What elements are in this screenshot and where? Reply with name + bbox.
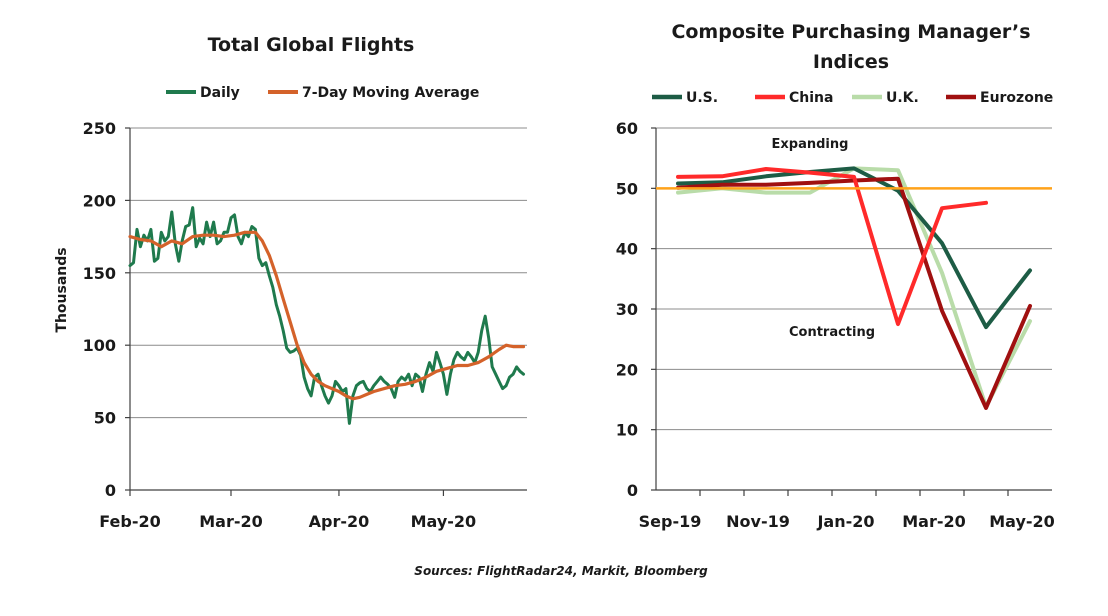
pmi-title-line: Composite Purchasing Manager’s [671, 21, 1030, 43]
pmi-x-tick-label: Nov-19 [726, 512, 790, 531]
flights-series [128, 206, 526, 425]
flights-x-tick-label: May-20 [411, 512, 477, 531]
pmi-y-ticks: 0 10 20 30 40 50 60 [616, 119, 656, 500]
legend-label-china: China [789, 90, 833, 106]
flights-x-ticks: Feb-20 Mar-20 Apr-20 May-20 [99, 490, 476, 531]
legend-label-7-day-moving-average: 7-Day Moving Average [302, 85, 479, 101]
flights-x-tick-label: Feb-20 [99, 512, 161, 531]
flights-y-tick-label: 0 [105, 481, 116, 500]
pmi-y-tick-label: 10 [616, 421, 638, 440]
pmi-x-tick-label: Jan-20 [816, 512, 874, 531]
legend-label-u-k: U.K. [886, 90, 919, 106]
series-line-china [676, 167, 988, 327]
pmi-chart: Composite Purchasing Manager’s Indices U.… [616, 21, 1055, 531]
pmi-y-tick-label: 30 [616, 300, 638, 319]
pmi-y-tick-label: 20 [616, 360, 638, 379]
pmi-x-tick-label: Sep-19 [639, 512, 702, 531]
flights-y-tick-label: 50 [94, 409, 116, 428]
pmi-series [656, 166, 1052, 410]
flights-y-tick-label: 200 [83, 191, 116, 210]
flights-y-axis-title: Thousands [54, 247, 70, 332]
flights-chart-title: Total Global Flights [208, 34, 415, 56]
pmi-x-tick-label: May-20 [989, 512, 1055, 531]
legend-label-eurozone: Eurozone [980, 90, 1053, 106]
series-line-daily [128, 206, 525, 425]
legend-label-u-s: U.S. [686, 90, 718, 106]
pmi-y-tick-label: 0 [627, 481, 638, 500]
pmi-y-tick-label: 50 [616, 179, 638, 198]
annotation-contracting: Contracting [789, 325, 875, 340]
pmi-x-ticks: Sep-19 Nov-19 Jan-20 Mar-20 May-20 [639, 490, 1055, 531]
series-line-7-day-moving-average [128, 230, 526, 401]
series-line-u-s [676, 166, 1032, 330]
flights-x-tick-label: Apr-20 [309, 512, 370, 531]
pmi-chart-title: Composite Purchasing Manager’s Indices [671, 21, 1030, 73]
flights-y-tick-label: 150 [83, 264, 116, 283]
flights-chart: Total Global Flights Daily 7-Day Moving A… [54, 34, 527, 531]
flights-y-ticks: 0 50 100 150 200 250 [83, 119, 130, 500]
pmi-annotations: Expanding Contracting [772, 137, 875, 340]
flights-legend: Daily 7-Day Moving Average [166, 85, 479, 101]
flights-y-tick-label: 100 [83, 336, 116, 355]
legend-label-daily: Daily [200, 85, 240, 101]
pmi-y-tick-label: 40 [616, 240, 638, 259]
annotation-expanding: Expanding [772, 137, 849, 152]
flights-y-tick-label: 250 [83, 119, 116, 138]
pmi-legend: U.S. China U.K. Eurozone [652, 90, 1053, 106]
pmi-y-tick-label: 60 [616, 119, 638, 138]
flights-x-tick-label: Mar-20 [199, 512, 263, 531]
source-note: Sources: FlightRadar24, Markit, Bloomber… [414, 564, 708, 578]
pmi-x-tick-label: Mar-20 [902, 512, 966, 531]
pmi-title-line: Indices [813, 51, 889, 73]
flights-gridlines [129, 127, 527, 491]
